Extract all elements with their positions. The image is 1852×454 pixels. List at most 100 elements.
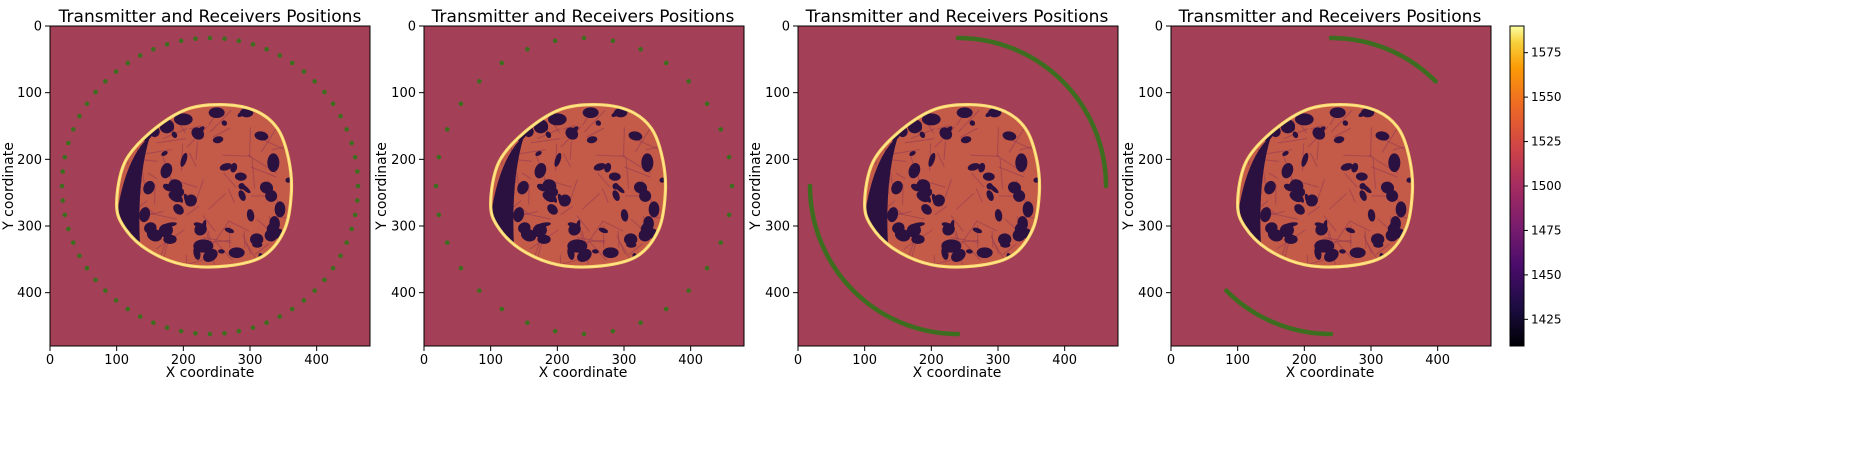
sensor-point	[62, 212, 68, 218]
sensor-point	[322, 277, 327, 283]
sensor-point	[66, 226, 71, 232]
sensor-point	[718, 240, 724, 245]
sensor-point	[499, 306, 505, 312]
sensor-point	[477, 288, 482, 293]
y-tick-label: 400	[765, 286, 790, 301]
colorbar-tick-label: 1475	[1531, 223, 1562, 237]
sensor-point	[113, 69, 119, 74]
sensor-point	[151, 320, 156, 326]
panel-3-yticks: 0 100 200 300 400	[765, 20, 798, 301]
y-tick-label: 0	[1155, 20, 1163, 35]
panel-1-xlabel: X coordinate	[166, 365, 255, 381]
sensor-point	[62, 154, 68, 160]
x-tick-label: 300	[238, 353, 263, 368]
sensor-point	[610, 38, 616, 44]
sensor-point	[355, 183, 361, 189]
sensor-point	[433, 183, 439, 189]
y-tick-label: 100	[1138, 86, 1163, 101]
sensor-point	[93, 277, 98, 283]
panel-4-plot	[1170, 25, 1492, 347]
sensor-point	[236, 328, 242, 334]
sensor-point	[718, 127, 724, 132]
axes-frame	[423, 25, 745, 347]
sensor-point	[704, 101, 710, 107]
y-tick-label: 200	[17, 153, 42, 168]
x-tick-label: 300	[986, 353, 1011, 368]
sensor-arc	[1328, 35, 1438, 84]
panel-1-ylabel: Y coordinate	[1, 142, 17, 231]
sensor-point	[436, 154, 442, 160]
sensor-point	[125, 60, 131, 66]
y-tick-label: 400	[1138, 286, 1163, 301]
y-tick-label: 100	[765, 86, 790, 101]
panel-2-xlabel: X coordinate	[539, 365, 628, 381]
sensor-point	[726, 212, 732, 218]
sensors	[59, 35, 361, 337]
panel-2: Transmitter and Receivers Positions 0 100…	[374, 7, 745, 381]
sensor-point	[77, 253, 82, 259]
y-tick-label: 200	[1138, 153, 1163, 168]
panel-2-yticks: 0 100 200 300 400	[391, 20, 424, 301]
x-tick-label: 400	[1425, 353, 1450, 368]
sensor-point	[552, 38, 558, 44]
y-tick-label: 300	[391, 220, 416, 235]
sensor-point	[312, 79, 317, 84]
sensor-point	[70, 240, 76, 245]
colorbar-tick-label: 1525	[1531, 135, 1562, 149]
sensor-point	[686, 79, 691, 84]
panel-1-title: Transmitter and Receivers Positions	[58, 7, 362, 27]
x-tick-label: 100	[852, 353, 877, 368]
tissue-phantom	[116, 104, 292, 267]
x-tick-label: 400	[1052, 353, 1077, 368]
y-tick-label: 400	[391, 286, 416, 301]
sensor-arc	[955, 35, 1109, 189]
y-tick-label: 0	[408, 20, 416, 35]
colorbar-tick-label: 1550	[1531, 90, 1562, 104]
sensor-point	[499, 60, 505, 66]
panel-4-ylabel: Y coordinate	[1121, 142, 1137, 231]
sensor-point	[444, 240, 450, 245]
sensor-point	[436, 212, 442, 218]
sensor-point	[103, 79, 108, 84]
x-tick-label: 0	[1167, 353, 1175, 368]
sensor-point	[663, 60, 669, 66]
panel-4-xticks: 0 100 200 300 400	[1167, 346, 1450, 368]
sensor-point	[84, 265, 90, 271]
sensor-point	[638, 46, 643, 52]
sensor-point	[525, 46, 530, 52]
y-tick-label: 200	[391, 153, 416, 168]
x-tick-label: 100	[478, 353, 503, 368]
sensor-point	[338, 113, 343, 119]
x-tick-label: 300	[1359, 353, 1384, 368]
x-tick-label: 300	[612, 353, 637, 368]
sensor-point	[349, 226, 354, 232]
sensor-point	[164, 325, 170, 330]
sensor-point	[151, 46, 156, 52]
panel-1-yticks: 0 100 200 300 400	[17, 20, 50, 301]
sensor-point	[458, 101, 464, 107]
sensor-point	[70, 127, 76, 132]
y-tick-label: 0	[34, 20, 42, 35]
sensor-point	[222, 36, 227, 42]
y-tick-label: 0	[782, 20, 790, 35]
sensor-point	[458, 265, 464, 271]
colorbar-tick-label: 1500	[1531, 179, 1562, 193]
sensor-point	[137, 314, 143, 319]
sensor-point	[338, 253, 343, 259]
sensor-point	[289, 306, 295, 312]
panel-1-plot	[49, 25, 371, 347]
sensor-point	[60, 169, 66, 174]
sensor-point	[264, 320, 269, 326]
inclusions	[864, 104, 1040, 267]
tissue-phantom	[1237, 104, 1413, 267]
sensor-point	[344, 240, 350, 245]
tissue-phantom	[864, 104, 1040, 267]
x-tick-label: 0	[420, 353, 428, 368]
x-tick-label: 400	[304, 353, 329, 368]
colorbar-tick-label: 1575	[1531, 46, 1562, 60]
panel-1: Transmitter and Receivers Positions 0 100…	[1, 7, 371, 381]
panel-4-xlabel: X coordinate	[1286, 365, 1375, 381]
y-tick-label: 300	[1138, 220, 1163, 235]
sensors	[433, 35, 735, 337]
